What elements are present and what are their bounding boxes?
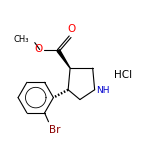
- Text: CH₃: CH₃: [13, 35, 29, 44]
- Text: O: O: [67, 24, 75, 34]
- Text: NH: NH: [97, 86, 110, 95]
- Text: Br: Br: [50, 125, 61, 135]
- Polygon shape: [57, 50, 70, 68]
- Text: HCl: HCl: [114, 70, 132, 80]
- Text: O: O: [34, 43, 43, 54]
